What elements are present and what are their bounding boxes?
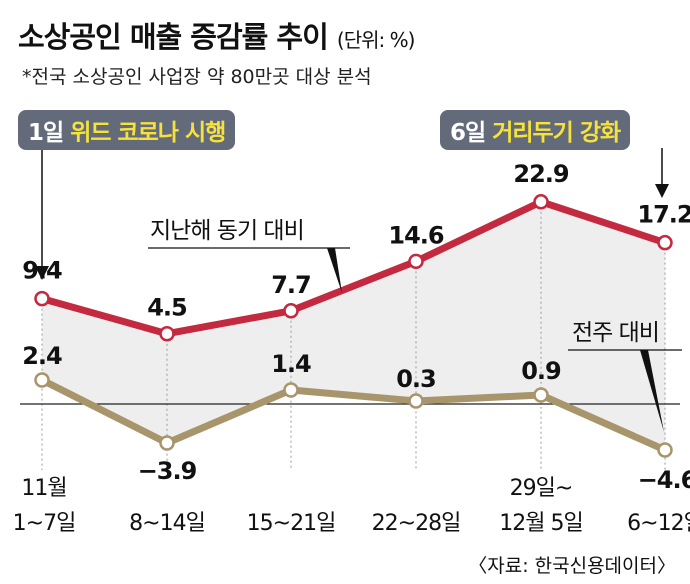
- x-tick-label: 29일~: [510, 476, 573, 501]
- value-label: 2.4: [22, 342, 62, 370]
- data-point: [34, 372, 50, 388]
- value-label: 0.9: [521, 357, 561, 385]
- x-tick-label: 6~12일: [627, 511, 690, 536]
- data-point: [408, 253, 424, 270]
- series-line-1: [40, 376, 667, 454]
- value-label: 22.9: [513, 160, 569, 188]
- arrow-head-left: [35, 266, 49, 280]
- value-label: 7.7: [271, 271, 311, 299]
- data-point: [408, 393, 424, 409]
- x-tick-label: 15~21일: [247, 511, 336, 536]
- data-point: [657, 234, 673, 251]
- data-point: [657, 442, 673, 458]
- value-label: 14.6: [388, 221, 444, 249]
- callout-pointer-yoy: [327, 248, 342, 293]
- value-label: 17.2: [637, 201, 690, 229]
- value-label: 9.4: [22, 257, 62, 285]
- x-tick-label: 8~14일: [129, 511, 205, 536]
- annotation-distancing: 6일 거리두기 강화: [440, 110, 631, 150]
- value-label: 0.3: [396, 365, 436, 393]
- data-point: [283, 303, 299, 319]
- source-note: 〈자료: 한국신용데이터〉: [468, 555, 676, 577]
- x-tick-label: 22~28일: [372, 511, 461, 536]
- data-point: [533, 194, 549, 210]
- series-label-wow: 전주 대비: [572, 320, 659, 346]
- value-label: −4.6: [638, 466, 690, 494]
- unit-label: (단위: %): [336, 28, 416, 52]
- value-label: 1.4: [271, 350, 311, 378]
- value-label: 4.5: [147, 294, 187, 322]
- x-tick-label: 1~7일: [13, 511, 76, 536]
- subtitle: *전국 소상공인 사업장 약 80만곳 대상 분석: [22, 66, 372, 88]
- data-point: [283, 382, 299, 398]
- data-point: [159, 325, 175, 342]
- data-point: [159, 435, 175, 451]
- annotation-with-corona: 1일 위드 코로나 시행: [18, 110, 236, 150]
- series-line-0: [41, 198, 667, 338]
- callout-pointer-wow: [640, 350, 664, 432]
- x-tick-label: 11월: [21, 476, 66, 501]
- data-point: [34, 290, 50, 307]
- data-point: [533, 387, 549, 403]
- arrow-head-right: [655, 184, 669, 198]
- x-tick-label: 12월 5일: [499, 511, 582, 536]
- chart-title: 소상공인 매출 증감률 추이 (단위: %): [18, 20, 416, 54]
- series-label-yoy: 지난해 동기 대비: [150, 218, 304, 244]
- value-label: −3.9: [138, 457, 197, 485]
- area-between-series: [42, 201, 665, 450]
